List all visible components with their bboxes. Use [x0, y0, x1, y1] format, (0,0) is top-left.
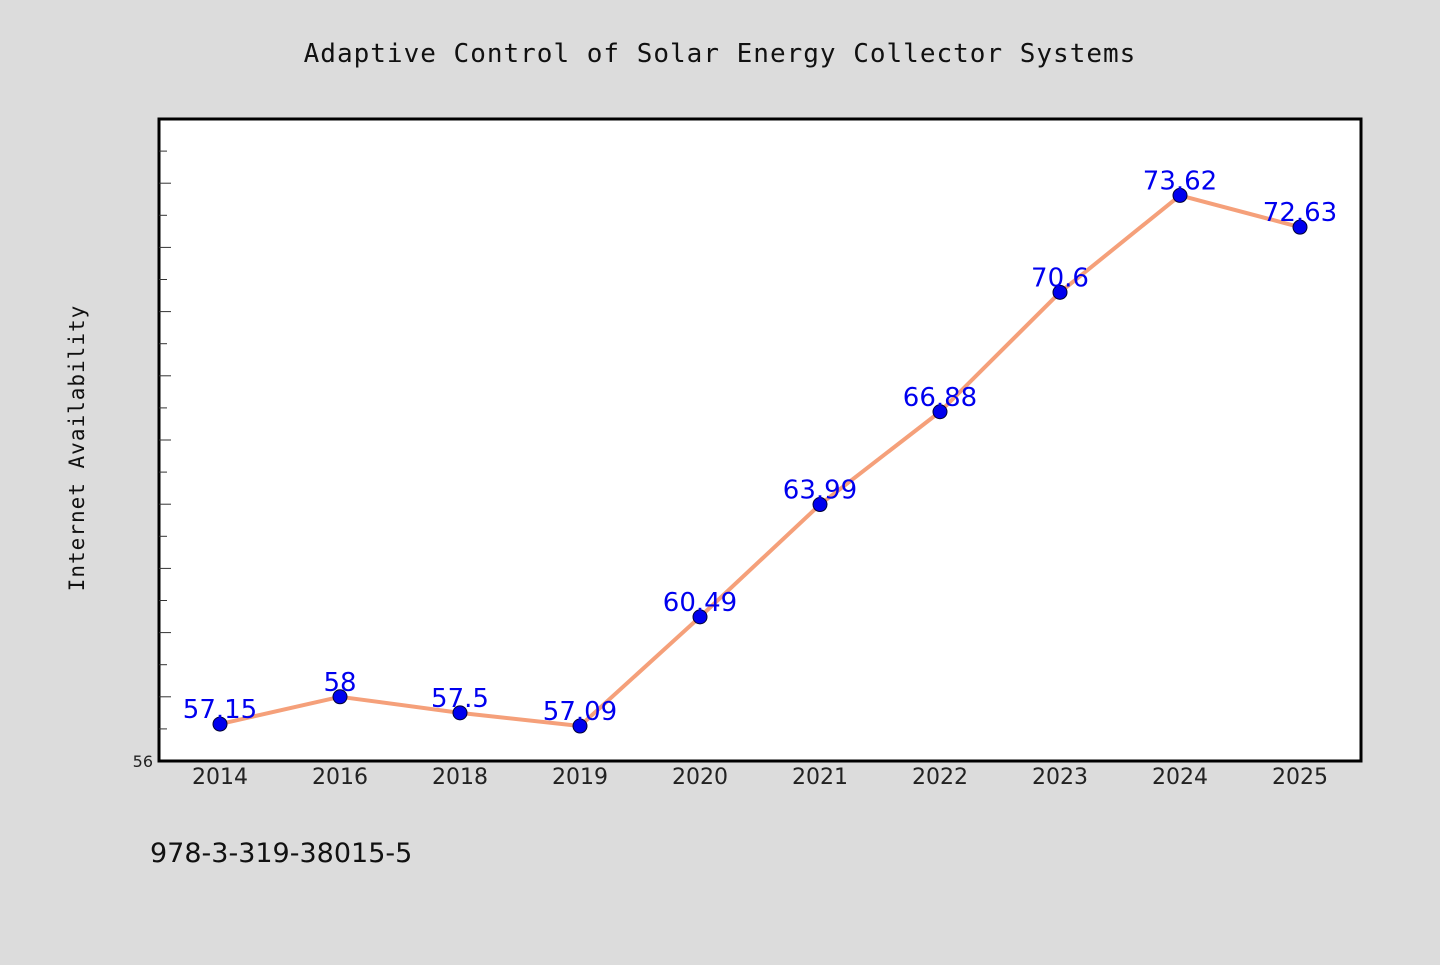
isbn-footer: 978-3-319-38015-5 [150, 838, 412, 869]
data-point [1292, 219, 1308, 235]
data-label: 66.88 [903, 383, 977, 413]
x-tick-label: 2024 [1152, 765, 1208, 790]
x-tick-label: 2025 [1272, 765, 1328, 790]
data-point [692, 609, 708, 625]
data-label: 57.5 [431, 684, 489, 714]
x-tick-label: 2014 [192, 765, 248, 790]
series-line [218, 193, 1302, 729]
data-labels: 57.15 58 57.5 57.09 60.49 63.99 66.88 70.6 73.62… [183, 166, 1337, 727]
plot-area [157, 117, 1363, 763]
data-label: 63.99 [783, 476, 857, 506]
data-label: 73.62 [1143, 166, 1217, 196]
data-label: 58 [323, 668, 356, 698]
data-label: 72.63 [1263, 198, 1337, 228]
y-axis-label: Internet Availability [65, 305, 89, 592]
data-point [812, 497, 828, 513]
x-axis-ticks: 2014 2016 2018 2019 2020 2021 2022 2023 2024 2025 [192, 765, 1328, 790]
x-tick-label: 2021 [792, 765, 848, 790]
data-label: 57.15 [183, 695, 257, 725]
data-label: 57.09 [543, 697, 617, 727]
data-point [1052, 284, 1068, 300]
chart-title: Adaptive Control of Solar Energy Collect… [304, 39, 1137, 69]
data-point [452, 705, 468, 721]
x-tick-label: 2019 [552, 765, 608, 790]
data-point [212, 716, 228, 732]
data-point [572, 718, 588, 734]
y-tick-label: 56 [133, 752, 153, 771]
x-tick-label: 2020 [672, 765, 728, 790]
x-tick-label: 2023 [1032, 765, 1088, 790]
data-point [932, 404, 948, 420]
data-label: 60.49 [663, 588, 737, 618]
x-tick-label: 2018 [432, 765, 488, 790]
data-series [212, 187, 1308, 734]
data-label: 70.6 [1031, 263, 1089, 293]
data-point [1172, 187, 1188, 203]
data-point [332, 689, 348, 705]
y-axis-ticks: 56 [133, 150, 171, 771]
x-tick-label: 2022 [912, 765, 968, 790]
x-tick-label: 2016 [312, 765, 368, 790]
